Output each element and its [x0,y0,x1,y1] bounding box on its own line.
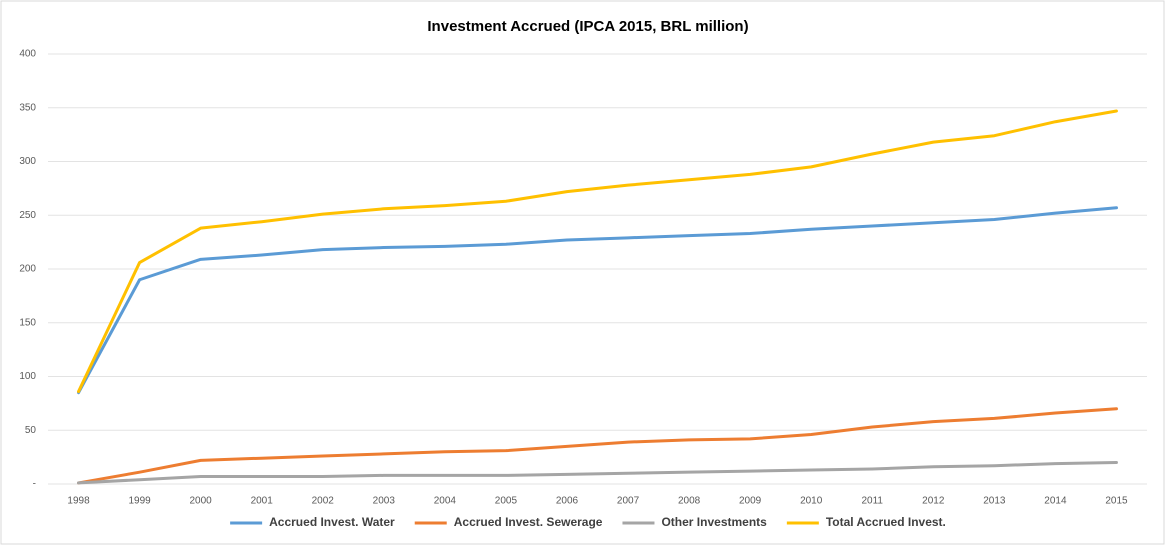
x-tick-label: 2000 [190,496,213,507]
y-tick-label: 350 [19,102,36,113]
x-tick-label: 1998 [67,496,90,507]
x-tick-label: 2009 [739,496,762,507]
series-line [77,407,1118,485]
x-tick-label: 2004 [434,496,457,507]
x-tick-label: 1999 [128,496,151,507]
y-tick-label: 250 [19,210,36,221]
x-tick-label: 2001 [251,496,274,507]
y-tick-label: 100 [19,371,36,382]
x-tick-label: 2014 [1044,496,1067,507]
legend-label: Accrued Invest. Water [269,515,395,529]
series-line [77,461,1118,485]
x-tick-label: 2003 [373,496,396,507]
y-tick-label: 200 [19,264,36,275]
legend-label: Accrued Invest. Sewerage [454,515,603,529]
chart-title: Investment Accrued (IPCA 2015, BRL milli… [427,18,748,35]
x-tick-label: 2010 [800,496,823,507]
legend-label: Total Accrued Invest. [826,515,946,529]
x-tick-label: 2002 [312,496,335,507]
x-tick-label: 2012 [922,496,945,507]
legend-label: Other Investments [661,515,767,529]
x-tick-label: 2008 [678,496,701,507]
series-line [77,109,1118,394]
y-tick-label: 300 [19,156,36,167]
x-tick-label: 2005 [495,496,518,507]
x-tick-label: 2015 [1105,496,1128,507]
series-line [77,206,1118,395]
x-tick-label: 2007 [617,496,640,507]
y-tick-label: 150 [19,317,36,328]
y-tick-label: 400 [19,49,36,60]
y-tick-label: 50 [25,425,37,436]
y-tick-label: - [33,479,36,490]
x-tick-label: 2013 [983,496,1006,507]
x-tick-label: 2011 [861,496,883,507]
x-tick-label: 2006 [556,496,579,507]
